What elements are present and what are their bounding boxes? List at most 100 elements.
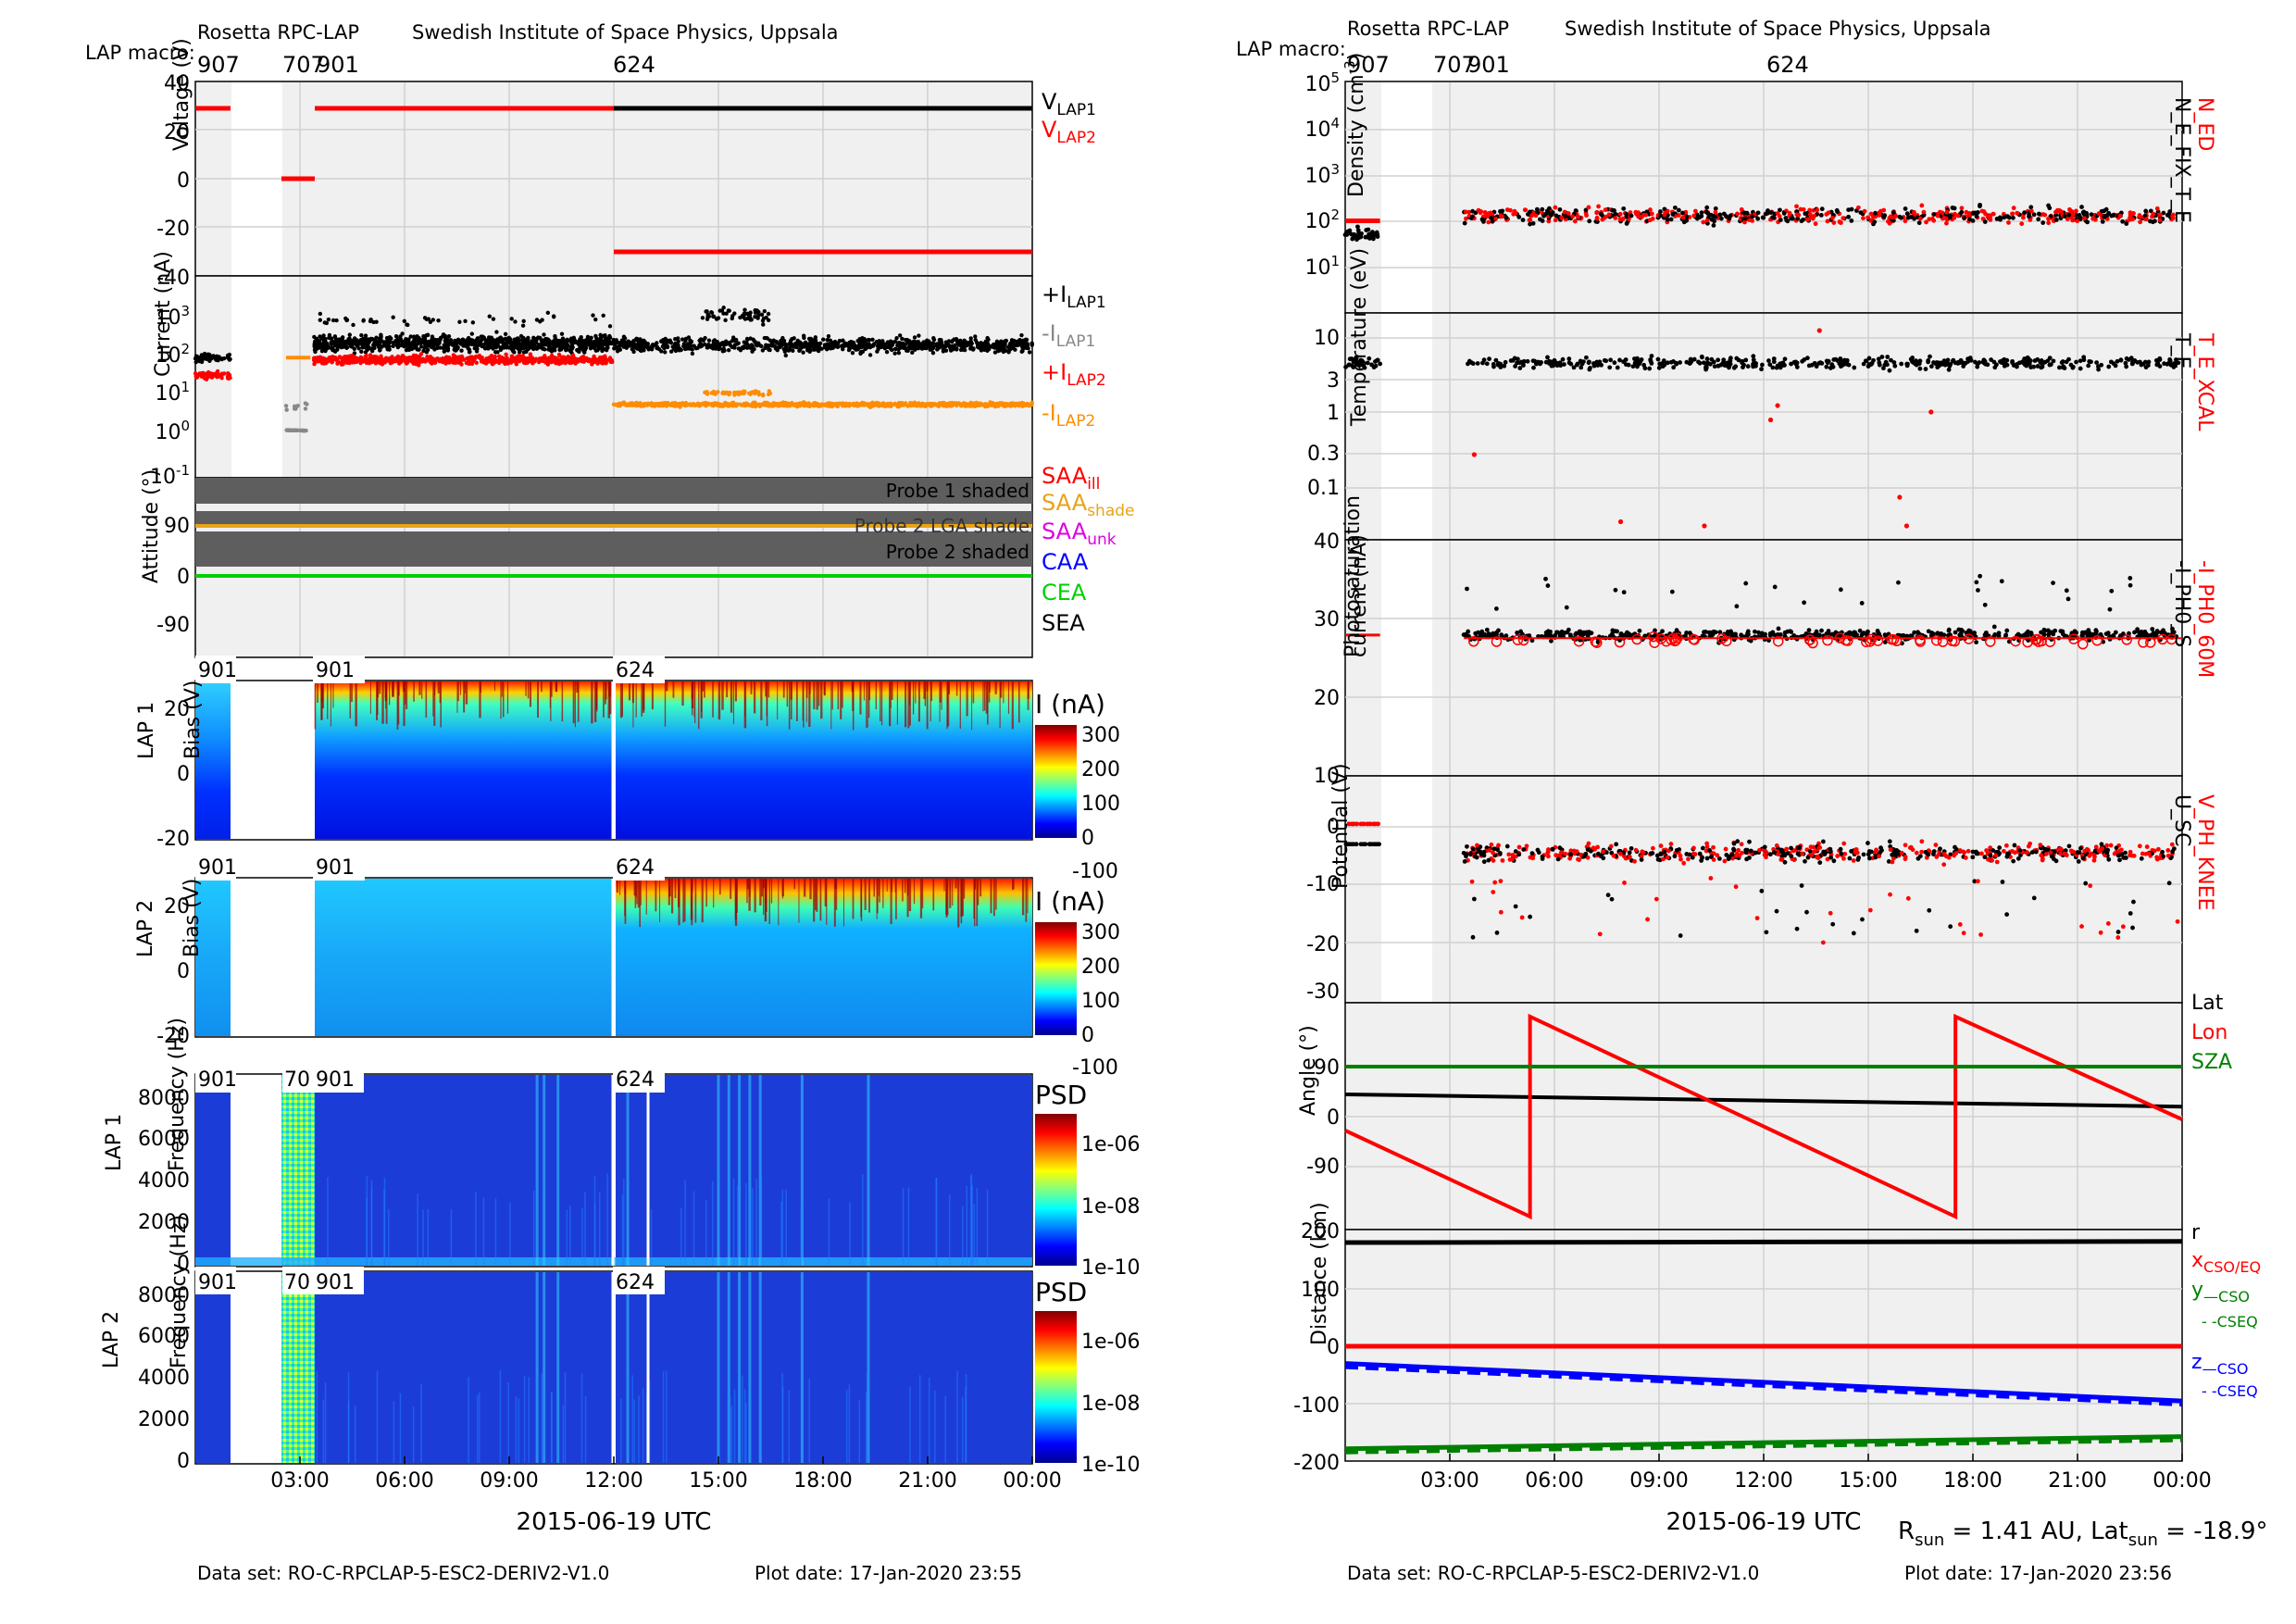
density-point	[1523, 207, 1529, 213]
current-point-p1	[762, 308, 767, 314]
current-point-p1	[759, 344, 764, 349]
current-point-p2	[321, 358, 326, 363]
current-point-p1	[521, 350, 527, 355]
current-point-p2	[335, 357, 340, 362]
current-point-p1	[663, 350, 668, 355]
current-point-p1	[350, 338, 356, 343]
lap2-freq-cbar-1e6: 1e-06	[1081, 1330, 1140, 1354]
current-point-p1	[855, 338, 860, 344]
current-point-p1	[534, 318, 540, 322]
density-point	[1544, 208, 1550, 214]
density-point	[1916, 220, 1922, 226]
current-point-p1	[959, 344, 964, 348]
current-point-p1	[939, 340, 944, 344]
current-point-p1	[359, 349, 364, 355]
density-point	[1861, 216, 1866, 221]
current-point-m2	[1009, 403, 1014, 407]
lap1-bias-cbar-m100: -100	[1072, 860, 1118, 883]
current-point-p1	[989, 344, 993, 349]
lap2-freq-ylabel-a: LAP 2	[100, 1311, 123, 1368]
current-point-p1	[937, 344, 942, 350]
current-point-p1	[464, 343, 468, 347]
current-point-p1	[491, 317, 496, 321]
current-point-p2	[493, 354, 497, 359]
density-point	[1881, 214, 1887, 219]
current-point-p2	[601, 356, 605, 362]
current-point-p1	[494, 330, 499, 334]
current-point-p1	[588, 336, 593, 341]
current-point-p1	[551, 342, 556, 347]
current-point-p1	[402, 343, 406, 347]
current-point-p1	[767, 347, 772, 353]
current-point-p1	[315, 346, 319, 351]
lap1-bias-cbar-300: 300	[1081, 724, 1120, 747]
current-point-p1	[917, 333, 921, 338]
density-point	[2015, 210, 2020, 216]
current-point-p2	[578, 356, 583, 361]
current-point-p1	[1003, 339, 1007, 344]
current-point-p1	[387, 344, 392, 349]
current-point-p1	[547, 342, 553, 347]
current-point-m2	[854, 403, 858, 407]
current-point-m2	[683, 403, 688, 407]
attitude-ytick-m90: -90	[156, 614, 190, 637]
current-point-p2	[219, 371, 224, 376]
current-point-p2	[474, 360, 479, 365]
density-point	[1919, 203, 1925, 208]
current-point-p1	[394, 343, 400, 348]
density-point	[1469, 214, 1475, 219]
current-point-p1	[531, 335, 536, 341]
density-point	[2066, 212, 2072, 218]
current-point-p1	[588, 346, 593, 351]
current-point-m1	[303, 406, 308, 411]
lap2-bias-cbar-300: 300	[1081, 921, 1120, 944]
current-point-p1	[760, 319, 766, 323]
current-point-p1	[627, 340, 632, 345]
density-point	[2079, 205, 2084, 209]
current-point-p1	[356, 346, 361, 351]
current-point-p1	[537, 343, 543, 347]
current-point-p1	[826, 333, 831, 339]
density-point	[1838, 219, 1842, 225]
current-point-m2	[705, 402, 711, 407]
current-point-m2	[955, 403, 959, 408]
current-point-p1	[724, 311, 729, 316]
current-point-p1	[463, 339, 468, 344]
density-point	[1841, 216, 1846, 220]
current-point-p1	[792, 343, 796, 347]
density-point	[2036, 217, 2041, 222]
current-point-p1	[715, 339, 719, 344]
current-point-p1	[1002, 344, 1006, 349]
density-point	[2003, 214, 2008, 219]
density-point	[1705, 211, 1711, 217]
current-point-p1	[915, 344, 919, 349]
current-point-p1	[325, 342, 330, 346]
density-point	[1750, 214, 1755, 219]
density-point	[1979, 208, 1985, 214]
current-point-p1	[320, 344, 325, 348]
current-point-m2	[904, 401, 908, 406]
current-point-p1	[980, 346, 984, 352]
current-point-p1	[673, 342, 678, 347]
current-point-p1	[924, 344, 930, 349]
current-point-p1	[331, 318, 336, 323]
density-point	[1962, 216, 1967, 221]
current-point-p2	[432, 360, 438, 365]
voltage-ylabel: Voltage (V)	[170, 38, 193, 151]
current-point-p2	[555, 360, 559, 365]
current-point-m2	[759, 403, 764, 407]
density-point	[1904, 211, 1910, 217]
current-point-m2	[767, 404, 771, 408]
current-point-p1	[850, 351, 855, 356]
density-point	[2120, 219, 2126, 224]
density-point	[1576, 215, 1581, 219]
left-title: Rosetta RPC-LAP	[197, 21, 359, 44]
current-point-p1	[475, 336, 480, 342]
density-point	[2104, 213, 2110, 218]
current-point-p1	[408, 334, 413, 339]
right-macro-624: 624	[1766, 52, 1809, 78]
current-point-p1	[726, 308, 731, 313]
current-point-p2	[469, 355, 474, 359]
current-point-p1	[391, 340, 395, 345]
